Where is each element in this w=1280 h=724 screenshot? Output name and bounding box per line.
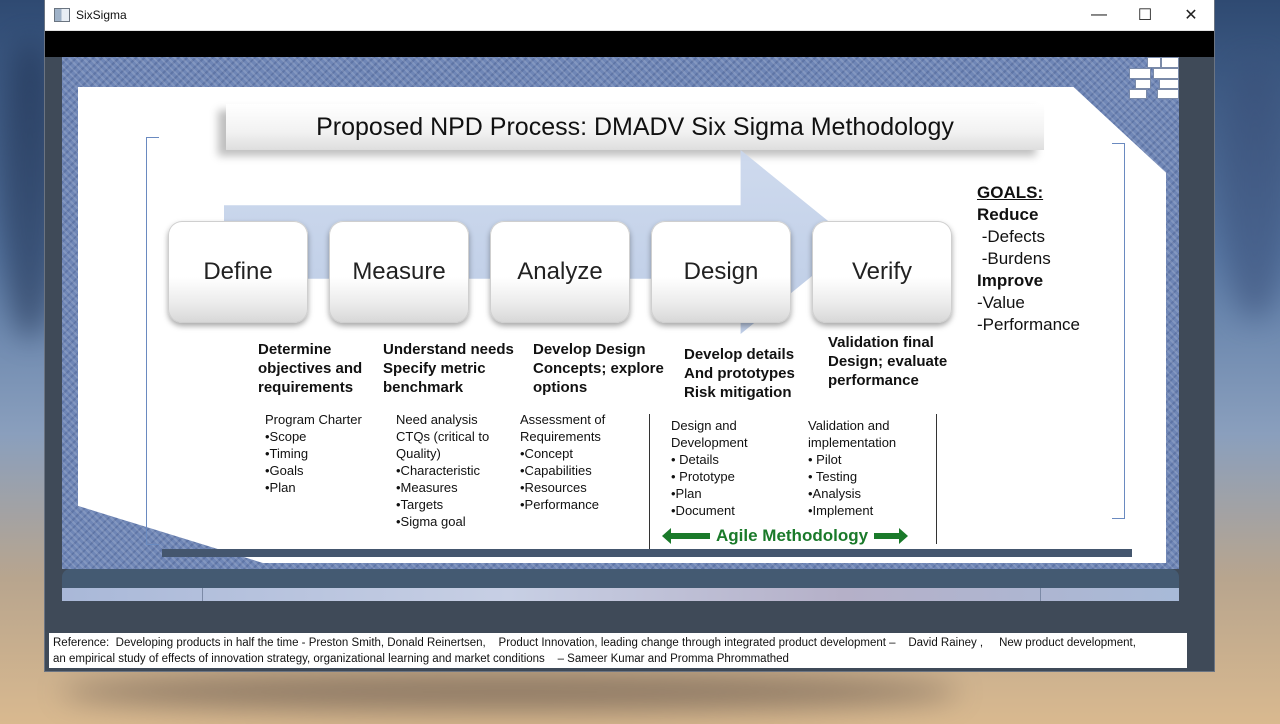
desc-design: Develop details And prototypes Risk miti… bbox=[684, 346, 795, 401]
desc-analyze: Develop Design Concepts; explore options bbox=[533, 341, 664, 396]
detail-measure: Need analysis CTQs (critical to Quality)… bbox=[396, 412, 490, 529]
goals-line: -Burdens bbox=[977, 249, 1051, 268]
window-title: SixSigma bbox=[76, 8, 127, 22]
goals-line: -Value bbox=[977, 293, 1025, 312]
right-bracket bbox=[1112, 143, 1125, 519]
agile-label: Agile Methodology bbox=[716, 526, 869, 545]
slide-title: Proposed NPD Process: DMADV Six Sigma Me… bbox=[226, 104, 1044, 150]
agile-divider-left bbox=[649, 414, 650, 549]
desc-measure: Understand needs Specify metric benchmar… bbox=[383, 341, 514, 396]
desc-define: Determine objectives and requirements bbox=[258, 341, 363, 396]
slide-bottom-rule bbox=[162, 549, 1132, 557]
goals-panel: GOALS: Reduce -Defects -Burdens Improve … bbox=[977, 182, 1080, 336]
slide-area: Proposed NPD Process: DMADV Six Sigma Me… bbox=[62, 57, 1179, 569]
goals-line: Improve bbox=[977, 271, 1044, 290]
goals-heading: GOALS: bbox=[977, 183, 1044, 202]
slide-canvas bbox=[78, 87, 1166, 563]
left-bracket bbox=[146, 137, 159, 545]
phase-define: Define bbox=[168, 221, 308, 323]
phase-design: Design bbox=[651, 221, 791, 323]
phase-analyze: Analyze bbox=[490, 221, 630, 323]
slide-footer-bar bbox=[62, 569, 1179, 588]
black-band bbox=[45, 31, 1214, 57]
goals-line: -Performance bbox=[977, 315, 1080, 334]
detail-analyze: Assessment of Requirements •Concept •Cap… bbox=[520, 412, 606, 512]
reference-text: Reference: Developing products in half t… bbox=[49, 633, 1187, 668]
reference-line-1: Reference: Developing products in half t… bbox=[53, 637, 1136, 649]
goals-line: -Defects bbox=[977, 227, 1046, 246]
detail-design: Design and Development • Details • Proto… bbox=[671, 418, 748, 518]
reference-line-2: an empirical study of effects of innovat… bbox=[53, 653, 789, 665]
left-arrow-icon bbox=[662, 528, 710, 544]
grid-icon[interactable] bbox=[1129, 57, 1179, 99]
minimize-button[interactable]: — bbox=[1091, 6, 1107, 23]
agile-methodology: Agile Methodology bbox=[662, 525, 915, 547]
phase-verify: Verify bbox=[812, 221, 952, 323]
close-button[interactable]: ✕ bbox=[1184, 7, 1198, 24]
title-bar: SixSigma — ☐ ✕ bbox=[45, 0, 1214, 31]
slide-footer-strip bbox=[62, 588, 1179, 601]
desc-verify: Validation final Design; evaluate perfor… bbox=[828, 334, 948, 389]
agile-divider-right bbox=[936, 414, 937, 544]
detail-verify: Validation and implementation • Pilot • … bbox=[808, 418, 897, 518]
app-icon bbox=[54, 8, 70, 22]
goals-line: Reduce bbox=[977, 205, 1039, 224]
detail-define: Program Charter •Scope •Timing •Goals •P… bbox=[265, 412, 362, 495]
right-arrow-icon bbox=[874, 528, 909, 544]
phase-measure: Measure bbox=[329, 221, 469, 323]
maximize-button[interactable]: ☐ bbox=[1137, 7, 1153, 24]
app-window: SixSigma — ☐ ✕ Proposed NPD Process: DMA… bbox=[45, 0, 1214, 671]
